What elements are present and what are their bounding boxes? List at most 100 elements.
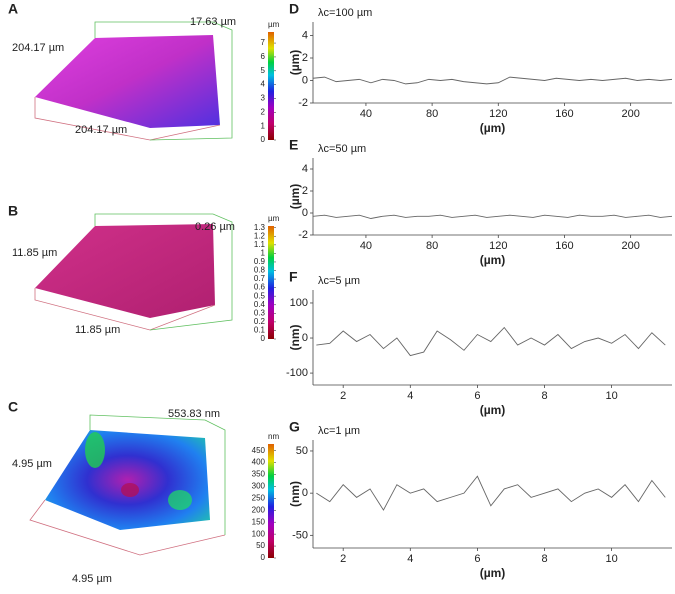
colorbar-tick-label: 0.6 [254,283,266,292]
x-axis-label: (µm) [480,566,506,580]
panel-letter: B [8,203,18,219]
y-tick-label: -2 [298,97,308,109]
colorbar-tick-label: 100 [252,529,266,538]
x-tick-label: 8 [541,390,547,402]
y-tick-label: 100 [290,297,308,309]
colorbar-tick-label: 0.3 [254,308,266,317]
base-label: 11.85 µm [75,324,120,336]
colorbar-tick-label: 1.3 [254,223,266,232]
colorbar-tick-label: 0.1 [254,326,266,335]
colorbar-tick-label: 1 [261,249,266,258]
y-tick-label: 2 [302,185,308,197]
y-tick-label: -50 [292,529,308,541]
x-axis-label: (µm) [480,403,506,417]
annotation: λc=1 µm [318,425,360,437]
colorbar-tick-label: 6 [261,52,266,61]
y-axis-label: (µm) [288,184,302,210]
colorbar-tick-label: 350 [252,470,266,479]
x-tick-label: 6 [474,390,480,402]
annotation: λc=5 µm [318,275,360,287]
panel-letter: E [289,137,298,153]
x-axis-label: (µm) [480,121,506,135]
y-axis-label: (nm) [288,325,302,351]
colorbar-tick-label: 1.2 [254,231,266,240]
colorbar-unit: µm [268,214,280,223]
height-label: 0.26 µm [195,221,235,233]
panel-letter: G [289,419,300,435]
profile-line [316,475,666,511]
colorbar-tick-label: 1 [261,121,266,130]
x-tick-label: 80 [426,240,438,252]
colorbar-tick-label: 0 [261,135,266,144]
x-tick-label: 4 [407,553,413,565]
x-tick-label: 2 [340,553,346,565]
x-tick-label: 40 [360,108,372,120]
colorbar-tick-label: 5 [261,66,266,75]
surface-decor [29,21,233,556]
colorbar-tick-label: 0.7 [254,274,266,283]
y-tick-label: 4 [302,163,308,175]
base-label: 204.17 µm [75,124,127,136]
height-label: 17.63 µm [190,16,236,28]
x-tick-label: 200 [621,108,639,120]
side-label: 11.85 µm [12,247,57,259]
colorbar-tick-label: 2 [261,107,266,116]
x-tick-label: 8 [541,553,547,565]
colorbar-tick-label: 0 [261,553,266,562]
y-tick-label: 50 [296,445,308,457]
panel-letter: F [289,269,298,285]
x-tick-label: 160 [555,240,573,252]
colorbar-tick-label: 1.1 [254,240,266,249]
colorbar-tick-label: 250 [252,493,266,502]
colorbar-unit: nm [268,432,279,441]
colorbar-tick-label: 7 [261,38,266,47]
x-axis-label: (µm) [480,253,506,267]
colorbar-tick-label: 0.4 [254,300,266,309]
colorbar-tick-label: 0.2 [254,317,266,326]
x-tick-label: 80 [426,108,438,120]
y-tick-label: 0 [302,74,308,86]
colorbar-tick-label: 0.9 [254,257,266,266]
base-label: 4.95 µm [72,573,112,585]
y-tick-label: 4 [302,29,308,41]
profile-line [316,326,666,357]
colorbar-tick-label: 400 [252,458,266,467]
x-tick-label: 10 [605,553,617,565]
colorbar-unit: µm [268,20,280,29]
colorbar-tick-label: 4 [261,80,266,89]
colorbar [268,226,274,339]
x-tick-label: 2 [340,390,346,402]
colorbar-tick-label: 150 [252,517,266,526]
y-tick-label: 0 [302,332,308,344]
x-tick-label: 160 [555,108,573,120]
y-tick-label: 0 [302,487,308,499]
y-tick-label: 2 [302,52,308,64]
colorbar-tick-label: 0 [261,334,266,343]
colorbar-tick-label: 300 [252,482,266,491]
y-tick-label: -100 [286,367,308,379]
x-tick-label: 200 [621,240,639,252]
x-tick-label: 120 [489,240,507,252]
profile-line [312,76,673,85]
y-tick-label: 0 [302,207,308,219]
annotation: λc=100 µm [318,7,372,19]
colorbar [268,32,274,140]
height-label: 553.83 nm [168,408,220,420]
colorbar-tick-label: 450 [252,446,266,455]
colorbar-tick-label: 3 [261,94,266,103]
x-tick-label: 4 [407,390,413,402]
panel-letter: C [8,399,18,415]
colorbar-tick-label: 200 [252,505,266,514]
panel-letter: D [289,1,299,17]
x-tick-label: 40 [360,240,372,252]
colorbar [268,444,274,558]
x-tick-label: 6 [474,553,480,565]
y-axis-label: (µm) [288,50,302,76]
colorbar-tick-label: 50 [256,541,265,550]
colorbar-tick-label: 0.8 [254,266,266,275]
side-label: 4.95 µm [12,458,52,470]
side-label: 204.17 µm [12,42,64,54]
x-tick-label: 10 [605,390,617,402]
profile-line [312,214,673,219]
